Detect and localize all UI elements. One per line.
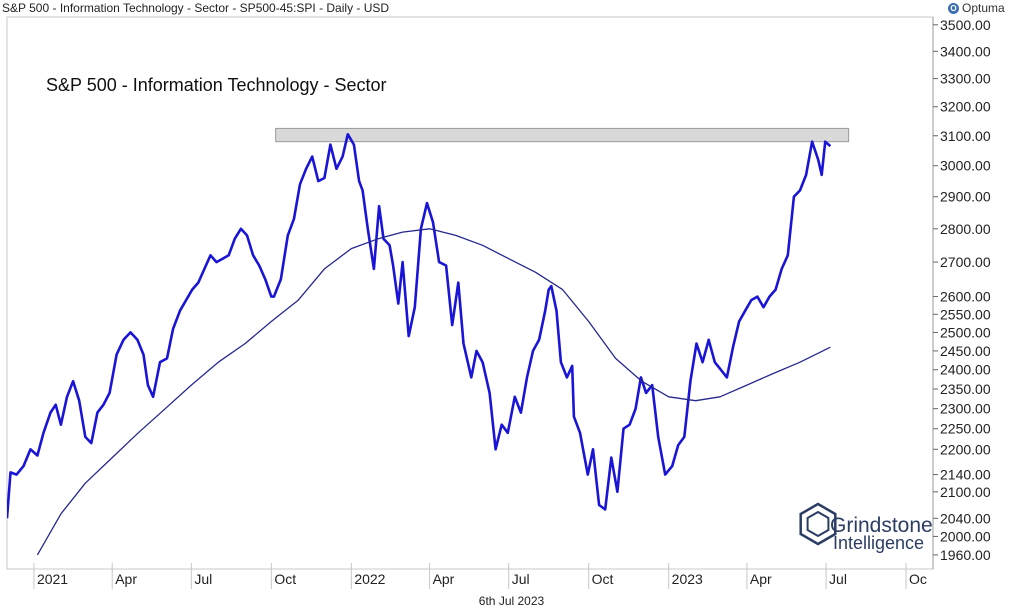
y-tick-label: 2800.00 bbox=[940, 221, 991, 237]
watermark: Grindstone Intelligence bbox=[799, 502, 933, 553]
x-tick-label: Jul bbox=[512, 571, 530, 587]
y-tick-label: 2300.00 bbox=[940, 401, 991, 417]
chart-title: S&P 500 - Information Technology - Secto… bbox=[46, 75, 387, 95]
optuma-logo-icon: O bbox=[948, 2, 959, 14]
y-tick-label: 2140.00 bbox=[940, 467, 991, 483]
x-tick-label: 2022 bbox=[354, 571, 385, 587]
y-tick-label: 3200.00 bbox=[940, 99, 991, 115]
y-tick-label: 3300.00 bbox=[940, 71, 991, 87]
y-tick-label: 3000.00 bbox=[940, 158, 991, 174]
x-tick-label: Apr bbox=[433, 571, 455, 587]
y-tick-label: 2100.00 bbox=[940, 484, 991, 500]
y-tick-label: 2250.00 bbox=[940, 421, 991, 437]
x-axis: 2021 Apr Jul Oct 2022 Apr Jul Oct 2023 Apr Jul Oc bbox=[33, 563, 927, 589]
optuma-brand: O Optuma bbox=[948, 1, 1005, 15]
y-tick-label: 2600.00 bbox=[940, 289, 991, 305]
grindstone-logo-icon bbox=[799, 502, 837, 546]
x-tick-label: Oc bbox=[909, 571, 927, 587]
chart-header: S&P 500 - Information Technology - Secto… bbox=[2, 1, 390, 15]
y-tick-label: 3100.00 bbox=[940, 128, 991, 144]
y-tick-label: 2000.00 bbox=[940, 528, 991, 544]
watermark-line1: Grindstone bbox=[830, 514, 933, 537]
y-tick-label: 2450.00 bbox=[940, 343, 991, 359]
y-tick-label: 2040.00 bbox=[940, 510, 991, 526]
watermark-line2: Intelligence bbox=[833, 533, 924, 553]
x-tick-label: 2021 bbox=[37, 571, 68, 587]
price-line bbox=[7, 133, 832, 519]
y-tick-label: 2350.00 bbox=[940, 381, 991, 397]
series-layer bbox=[7, 133, 832, 556]
y-tick-label: 2900.00 bbox=[940, 189, 991, 205]
x-tick-label: Apr bbox=[115, 571, 137, 587]
x-tick-label: Jul bbox=[194, 571, 212, 587]
y-tick-label: 1960.00 bbox=[940, 547, 991, 563]
x-tick-label: 2023 bbox=[672, 571, 703, 587]
y-tick-label: 2550.00 bbox=[940, 306, 991, 322]
x-tick-label: Apr bbox=[750, 571, 772, 587]
optuma-brand-label: Optuma bbox=[962, 1, 1005, 15]
y-tick-label: 3400.00 bbox=[940, 43, 991, 59]
y-tick-label: 2400.00 bbox=[940, 362, 991, 378]
moving-average-line bbox=[36, 228, 831, 556]
y-tick-label: 2500.00 bbox=[940, 324, 991, 340]
y-tick-label: 3500.00 bbox=[940, 17, 991, 33]
chart-date: 6th Jul 2023 bbox=[478, 594, 545, 608]
x-tick-label: Oct bbox=[274, 571, 296, 587]
x-tick-label: Jul bbox=[829, 571, 847, 587]
resistance-band bbox=[275, 127, 850, 143]
y-tick-label: 2200.00 bbox=[940, 441, 991, 457]
resistance-band-layer bbox=[275, 127, 850, 143]
x-tick-label: Oct bbox=[592, 571, 614, 587]
y-tick-label: 2700.00 bbox=[940, 254, 991, 270]
plot-area bbox=[6, 16, 934, 570]
